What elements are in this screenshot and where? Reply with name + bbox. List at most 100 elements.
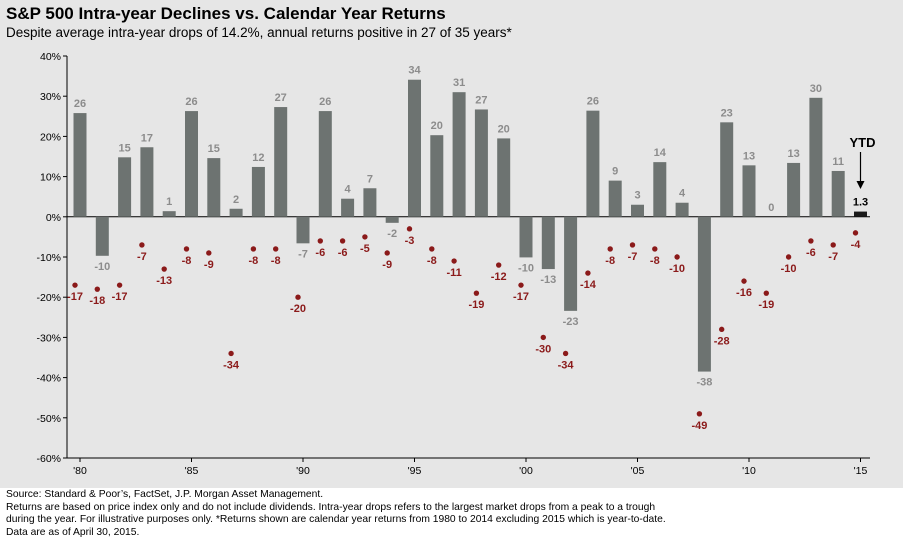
x-tick-label: '10 bbox=[742, 465, 756, 477]
decline-label: -8 bbox=[650, 255, 660, 267]
decline-dot bbox=[674, 254, 680, 260]
return-bar bbox=[497, 138, 511, 217]
return-label: 26 bbox=[74, 98, 86, 110]
return-label: 3 bbox=[634, 190, 640, 202]
y-tick-label: -40% bbox=[36, 373, 61, 385]
y-tick-label: 30% bbox=[40, 91, 61, 103]
return-bar bbox=[274, 107, 288, 217]
decline-label: -11 bbox=[446, 267, 461, 279]
return-bar bbox=[408, 79, 421, 217]
return-bar bbox=[564, 216, 578, 311]
chart-panel bbox=[0, 0, 903, 488]
ytd-return-bar bbox=[854, 211, 867, 217]
decline-dot bbox=[785, 254, 792, 260]
y-tick-label: 40% bbox=[40, 51, 61, 63]
decline-label: -28 bbox=[714, 335, 730, 347]
decline-label: -6 bbox=[806, 247, 816, 259]
footer-note-2: during the year. For illustrative purpos… bbox=[6, 514, 666, 526]
return-label: 20 bbox=[498, 123, 510, 135]
decline-dot bbox=[696, 411, 703, 417]
x-tick-label: '95 bbox=[408, 465, 422, 477]
chart-plot: 40% 30% 20% 10% 0% -10% -20% -30% -40% -50% -60% '8… bbox=[36, 51, 876, 477]
return-bar bbox=[675, 202, 689, 217]
y-tick-label: -60% bbox=[36, 453, 61, 465]
x-tick-label: '90 bbox=[296, 465, 310, 477]
return-bar bbox=[73, 113, 87, 217]
decline-label: -30 bbox=[535, 343, 551, 355]
return-label: 1 bbox=[166, 196, 172, 208]
return-bar bbox=[363, 188, 377, 217]
return-bar bbox=[318, 111, 332, 217]
decline-label: -16 bbox=[736, 287, 752, 299]
decline-label: -49 bbox=[691, 420, 707, 432]
decline-label: -6 bbox=[338, 247, 348, 259]
decline-dot bbox=[273, 246, 279, 252]
decline-dot bbox=[72, 282, 78, 288]
return-label: 4 bbox=[345, 184, 352, 196]
return-bar bbox=[809, 97, 823, 217]
decline-dot bbox=[228, 350, 234, 357]
return-bar bbox=[541, 216, 555, 270]
decline-dot bbox=[473, 290, 480, 296]
footer-note-1: Returns are based on price index only an… bbox=[6, 501, 656, 513]
decline-dot bbox=[629, 242, 636, 248]
decline-label: -19 bbox=[468, 299, 484, 311]
decline-dot bbox=[607, 246, 613, 252]
decline-dot bbox=[763, 290, 769, 296]
decline-label: -20 bbox=[290, 303, 306, 315]
return-label: 26 bbox=[587, 96, 599, 108]
y-tick-label: -30% bbox=[36, 332, 61, 344]
decline-label: -7 bbox=[137, 251, 147, 263]
return-bar bbox=[720, 122, 734, 217]
decline-dot bbox=[339, 238, 346, 244]
decline-label: -19 bbox=[758, 299, 774, 311]
return-label: 4 bbox=[679, 188, 686, 200]
decline-label: -7 bbox=[828, 251, 838, 263]
return-label: -7 bbox=[298, 248, 308, 260]
ytd-return-label: 1.3 bbox=[853, 197, 868, 209]
return-bar bbox=[787, 162, 801, 217]
return-bar bbox=[185, 111, 198, 217]
return-label: 2 bbox=[233, 194, 239, 206]
return-label: 26 bbox=[185, 96, 197, 108]
decline-dot bbox=[451, 258, 457, 264]
decline-label: -5 bbox=[360, 243, 370, 255]
decline-dot bbox=[406, 226, 413, 232]
return-bar bbox=[207, 158, 221, 217]
y-tick-label: -50% bbox=[36, 413, 61, 425]
decline-label: -6 bbox=[315, 247, 325, 259]
return-bar bbox=[385, 216, 399, 223]
footer-notes: Source: Standard & Poor’s, FactSet, J.P.… bbox=[6, 489, 896, 539]
x-tick-label: '05 bbox=[631, 465, 645, 477]
return-label: -23 bbox=[563, 316, 579, 328]
decline-label: -10 bbox=[781, 263, 797, 275]
decline-label: -4 bbox=[851, 239, 862, 251]
return-label: 15 bbox=[208, 143, 220, 155]
chart-subtitle: Despite average intra-year drops of 14.2… bbox=[6, 25, 512, 40]
decline-label: -8 bbox=[605, 255, 615, 267]
decline-label: -8 bbox=[427, 255, 437, 267]
decline-label: -17 bbox=[112, 291, 128, 303]
decline-label: -12 bbox=[491, 271, 507, 283]
decline-dot bbox=[808, 238, 814, 244]
decline-label: -34 bbox=[223, 359, 240, 371]
return-bar bbox=[631, 204, 644, 217]
decline-dot bbox=[317, 238, 323, 244]
decline-dot bbox=[562, 350, 569, 357]
decline-dot bbox=[496, 262, 502, 268]
decline-dot bbox=[183, 246, 190, 252]
decline-dot bbox=[116, 282, 123, 288]
return-label: 31 bbox=[453, 77, 465, 89]
return-label: 30 bbox=[810, 83, 822, 95]
return-bar bbox=[140, 147, 154, 217]
decline-dot bbox=[429, 246, 435, 252]
decline-label: -10 bbox=[669, 263, 685, 275]
decline-label: -9 bbox=[382, 259, 392, 271]
return-label: -2 bbox=[387, 228, 397, 240]
return-bar bbox=[118, 157, 132, 217]
y-tick-label: 10% bbox=[40, 172, 61, 184]
ytd-annotation: YTD bbox=[850, 135, 876, 150]
decline-label: -7 bbox=[628, 251, 638, 263]
decline-label: -17 bbox=[67, 291, 83, 303]
return-label: -13 bbox=[540, 274, 556, 286]
